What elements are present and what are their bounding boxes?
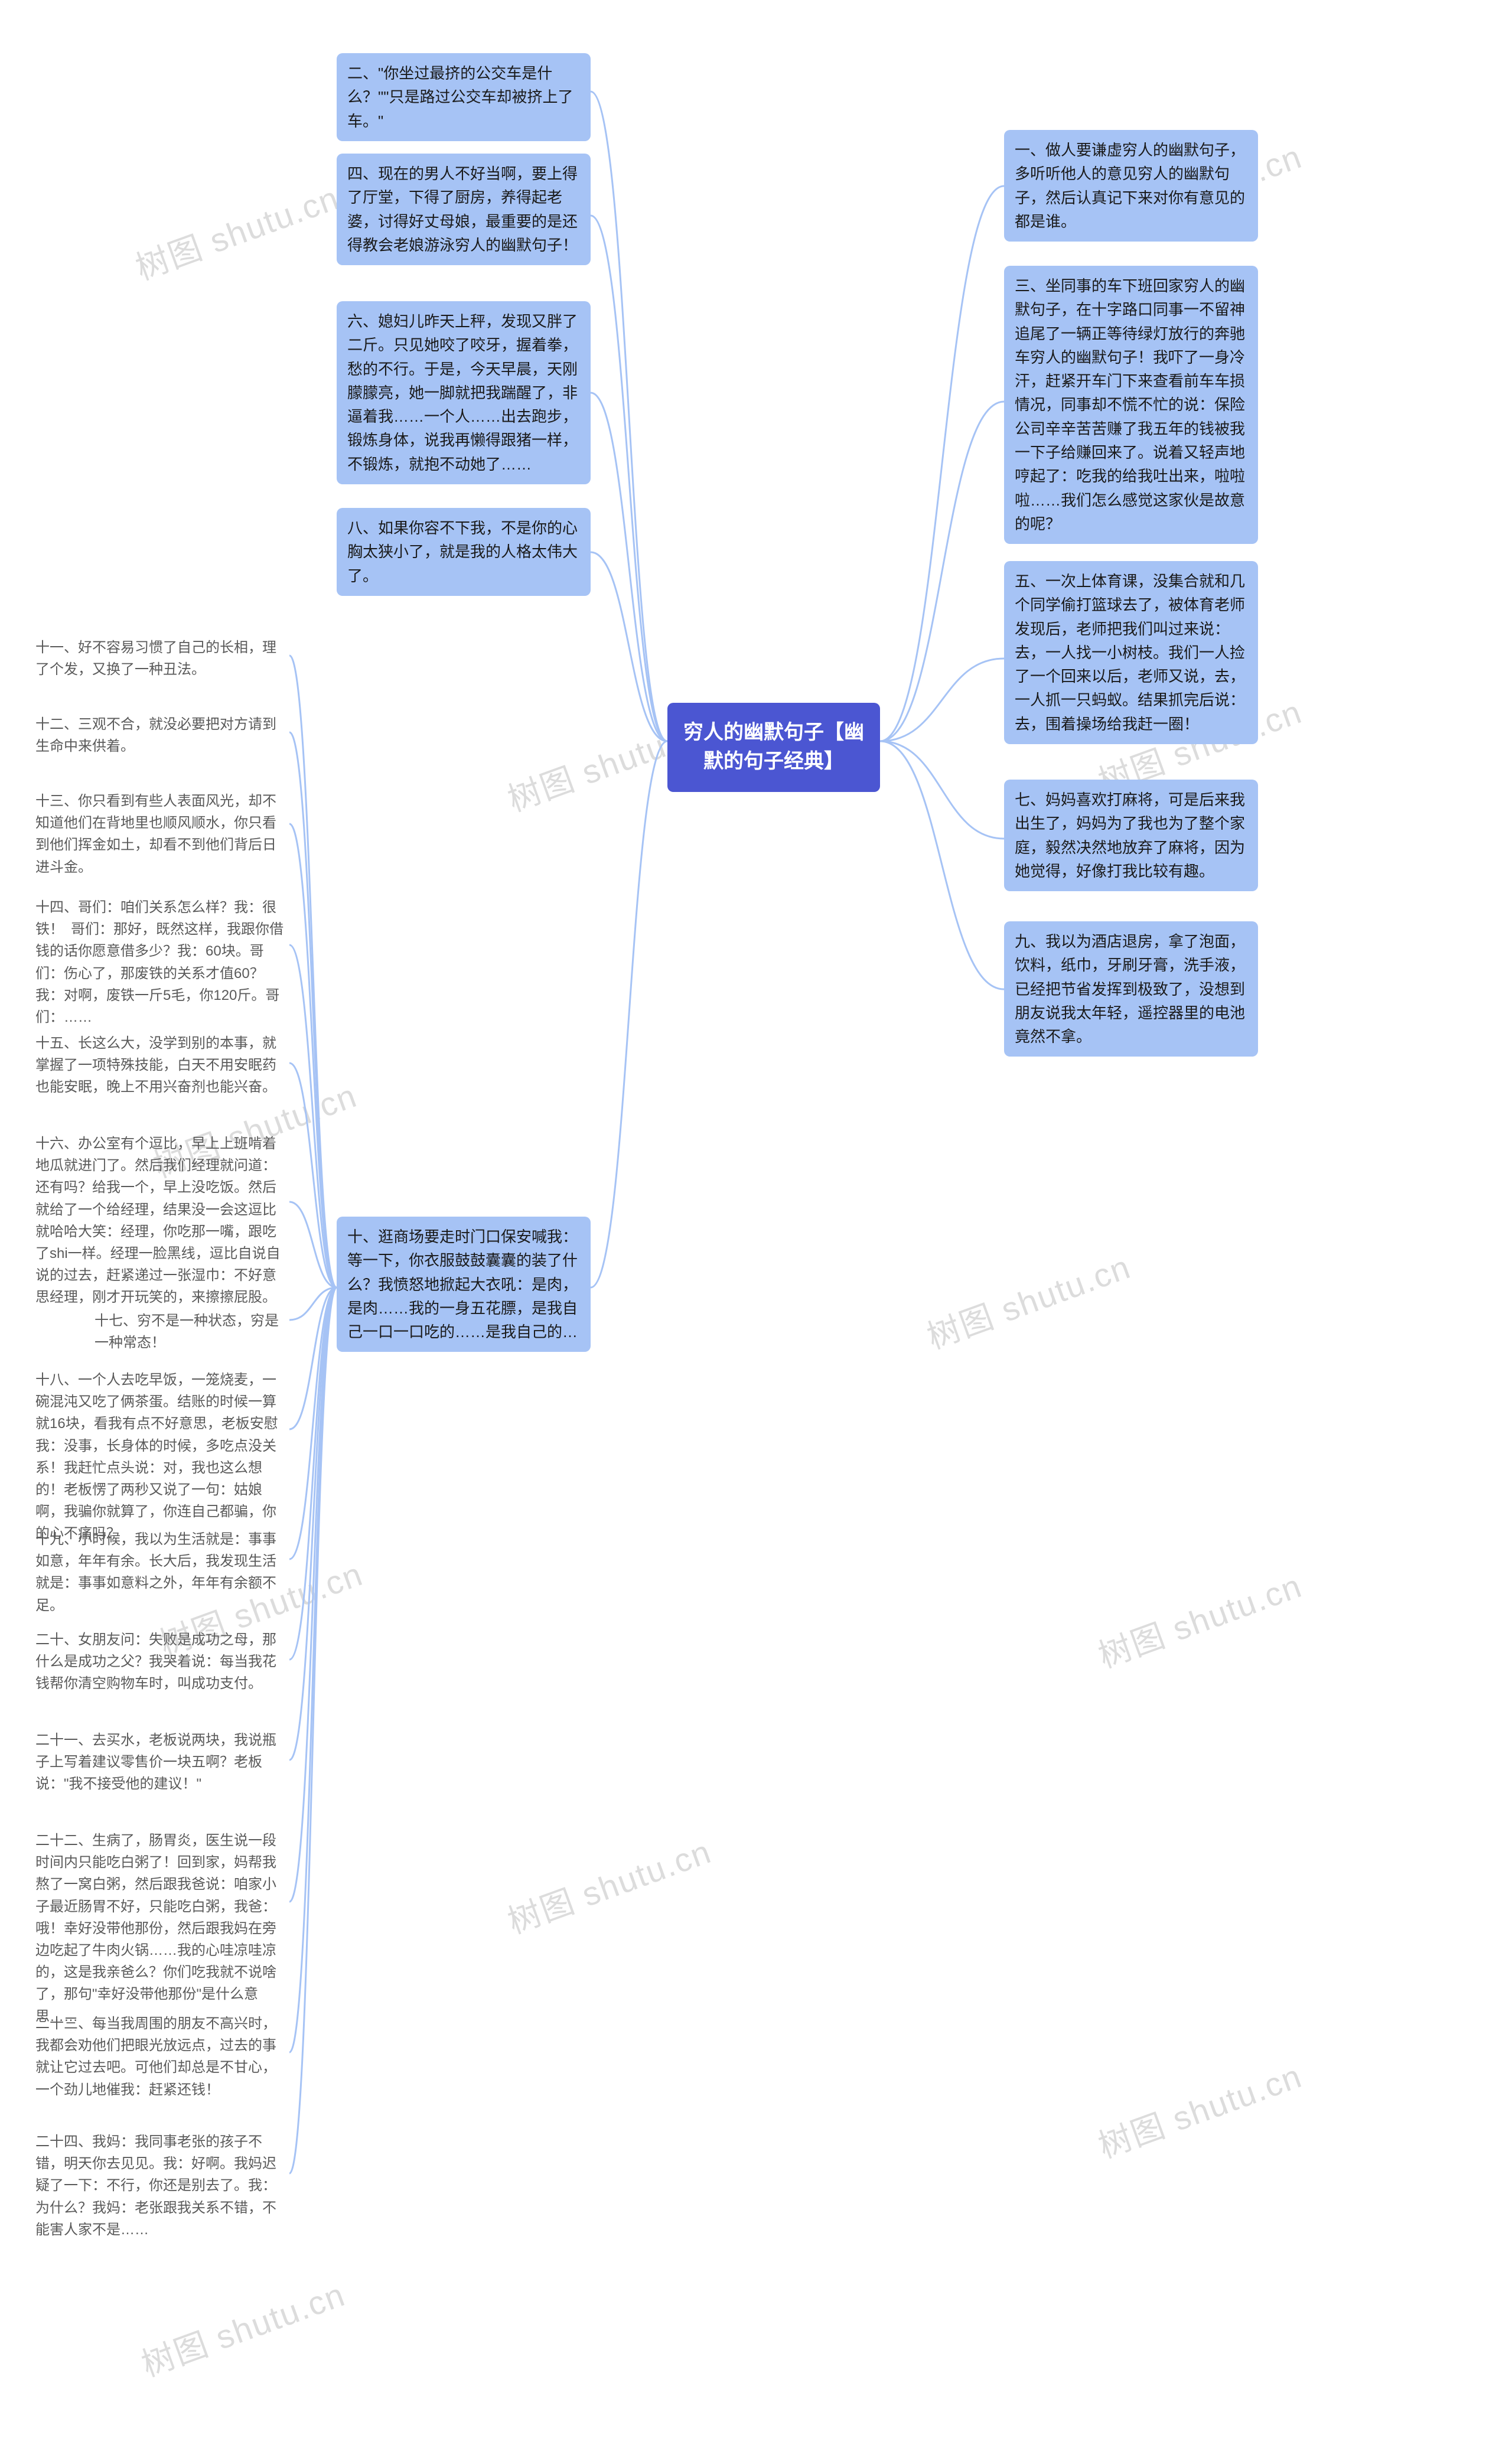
leaf-4: 十五、长这么大，没学到别的本事，就掌握了一项特殊技能，白天不用安眠药也能安眠，晚… [30,1028,289,1103]
leaf-7: 十八、一个人去吃早饭，一笼烧麦，一碗混沌又吃了俩茶蛋。结账的时候一算就16块，看… [30,1364,289,1550]
left-branch-0: 二、"你坐过最挤的公交车是什么？""只是路过公交车却被挤上了车。" [337,53,591,141]
left-branch-4: 十、逛商场要走时门口保安喊我：等一下，你衣服鼓鼓囊囊的装了什么？我愤怒地掀起大衣… [337,1217,591,1352]
watermark: 树图 shutu.cn [500,1826,717,1944]
right-branch-0: 一、做人要谦虚穷人的幽默句子，多听听他人的意见穷人的幽默句子，然后认真记下来对你… [1004,130,1258,242]
watermark: 树图 shutu.cn [1091,2050,1308,2168]
watermark: 树图 shutu.cn [134,2268,351,2387]
right-branch-1: 三、坐同事的车下班回家穷人的幽默句子，在十字路口同事一不留神追尾了一辆正等待绿灯… [1004,266,1258,544]
leaf-5: 十六、办公室有个逗比，早上上班啃着地瓜就进门了。然后我们经理就问道：还有吗？给我… [30,1128,289,1313]
watermark: 树图 shutu.cn [920,1241,1136,1359]
leaf-1: 十二、三观不合，就没必要把对方请到生命中来供着。 [30,709,289,762]
leaf-0: 十一、好不容易习惯了自己的长相，理了个发，又换了一种丑法。 [30,632,289,685]
leaf-3: 十四、哥们：咱们关系怎么样？我：很铁！ 哥们：那好，既然这样，我跟你借钱的话你愿… [30,892,289,1033]
leaf-9: 二十、女朋友问：失败是成功之母，那什么是成功之父？我哭着说：每当我花钱帮你清空购… [30,1624,289,1700]
left-branch-1: 四、现在的男人不好当啊，要上得了厅堂，下得了厨房，养得起老婆，讨得好丈母娘，最重… [337,154,591,265]
leaf-12: 二十三、每当我周围的朋友不高兴时，我都会劝他们把眼光放远点，过去的事就让它过去吧… [30,2008,289,2105]
leaf-6: 十七、穷不是一种状态，穷是一种常态！ [89,1305,289,1358]
leaf-2: 十三、你只看到有些人表面风光，却不知道他们在背地里也顺风顺水，你只看到他们挥金如… [30,785,289,883]
right-branch-2: 五、一次上体育课，没集合就和几个同学偷打篮球去了，被体育老师发现后，老师把我们叫… [1004,561,1258,744]
left-branch-2: 六、媳妇儿昨天上秤，发现又胖了二斤。只见她咬了咬牙，握着拳，愁的不行。于是，今天… [337,301,591,484]
left-branch-3: 八、如果你容不下我，不是你的心胸太狭小了，就是我的人格太伟大了。 [337,508,591,596]
watermark: 树图 shutu.cn [1091,1560,1308,1678]
right-branch-4: 九、我以为酒店退房，拿了泡面，饮料，纸巾，牙刷牙膏，洗手液，已经把节省发挥到极致… [1004,921,1258,1057]
leaf-8: 十九、小时候，我以为生活就是：事事如意，年年有余。长大后，我发现生活就是：事事如… [30,1524,289,1621]
leaf-13: 二十四、我妈：我同事老张的孩子不错，明天你去见见。我：好啊。我妈迟疑了一下：不行… [30,2126,289,2245]
center-node: 穷人的幽默句子【幽默的句子经典】 [667,703,880,792]
leaf-10: 二十一、去买水，老板说两块，我说瓶子上写着建议零售价一块五啊？老板说："我不接受… [30,1725,289,1800]
leaf-11: 二十二、生病了，肠胃炎，医生说一段时间内只能吃白粥了！回到家，妈帮我熬了一窝白粥… [30,1825,289,2032]
right-branch-3: 七、妈妈喜欢打麻将，可是后来我出生了，妈妈为了我也为了整个家庭，毅然决然地放弃了… [1004,780,1258,891]
watermark: 树图 shutu.cn [128,172,345,290]
